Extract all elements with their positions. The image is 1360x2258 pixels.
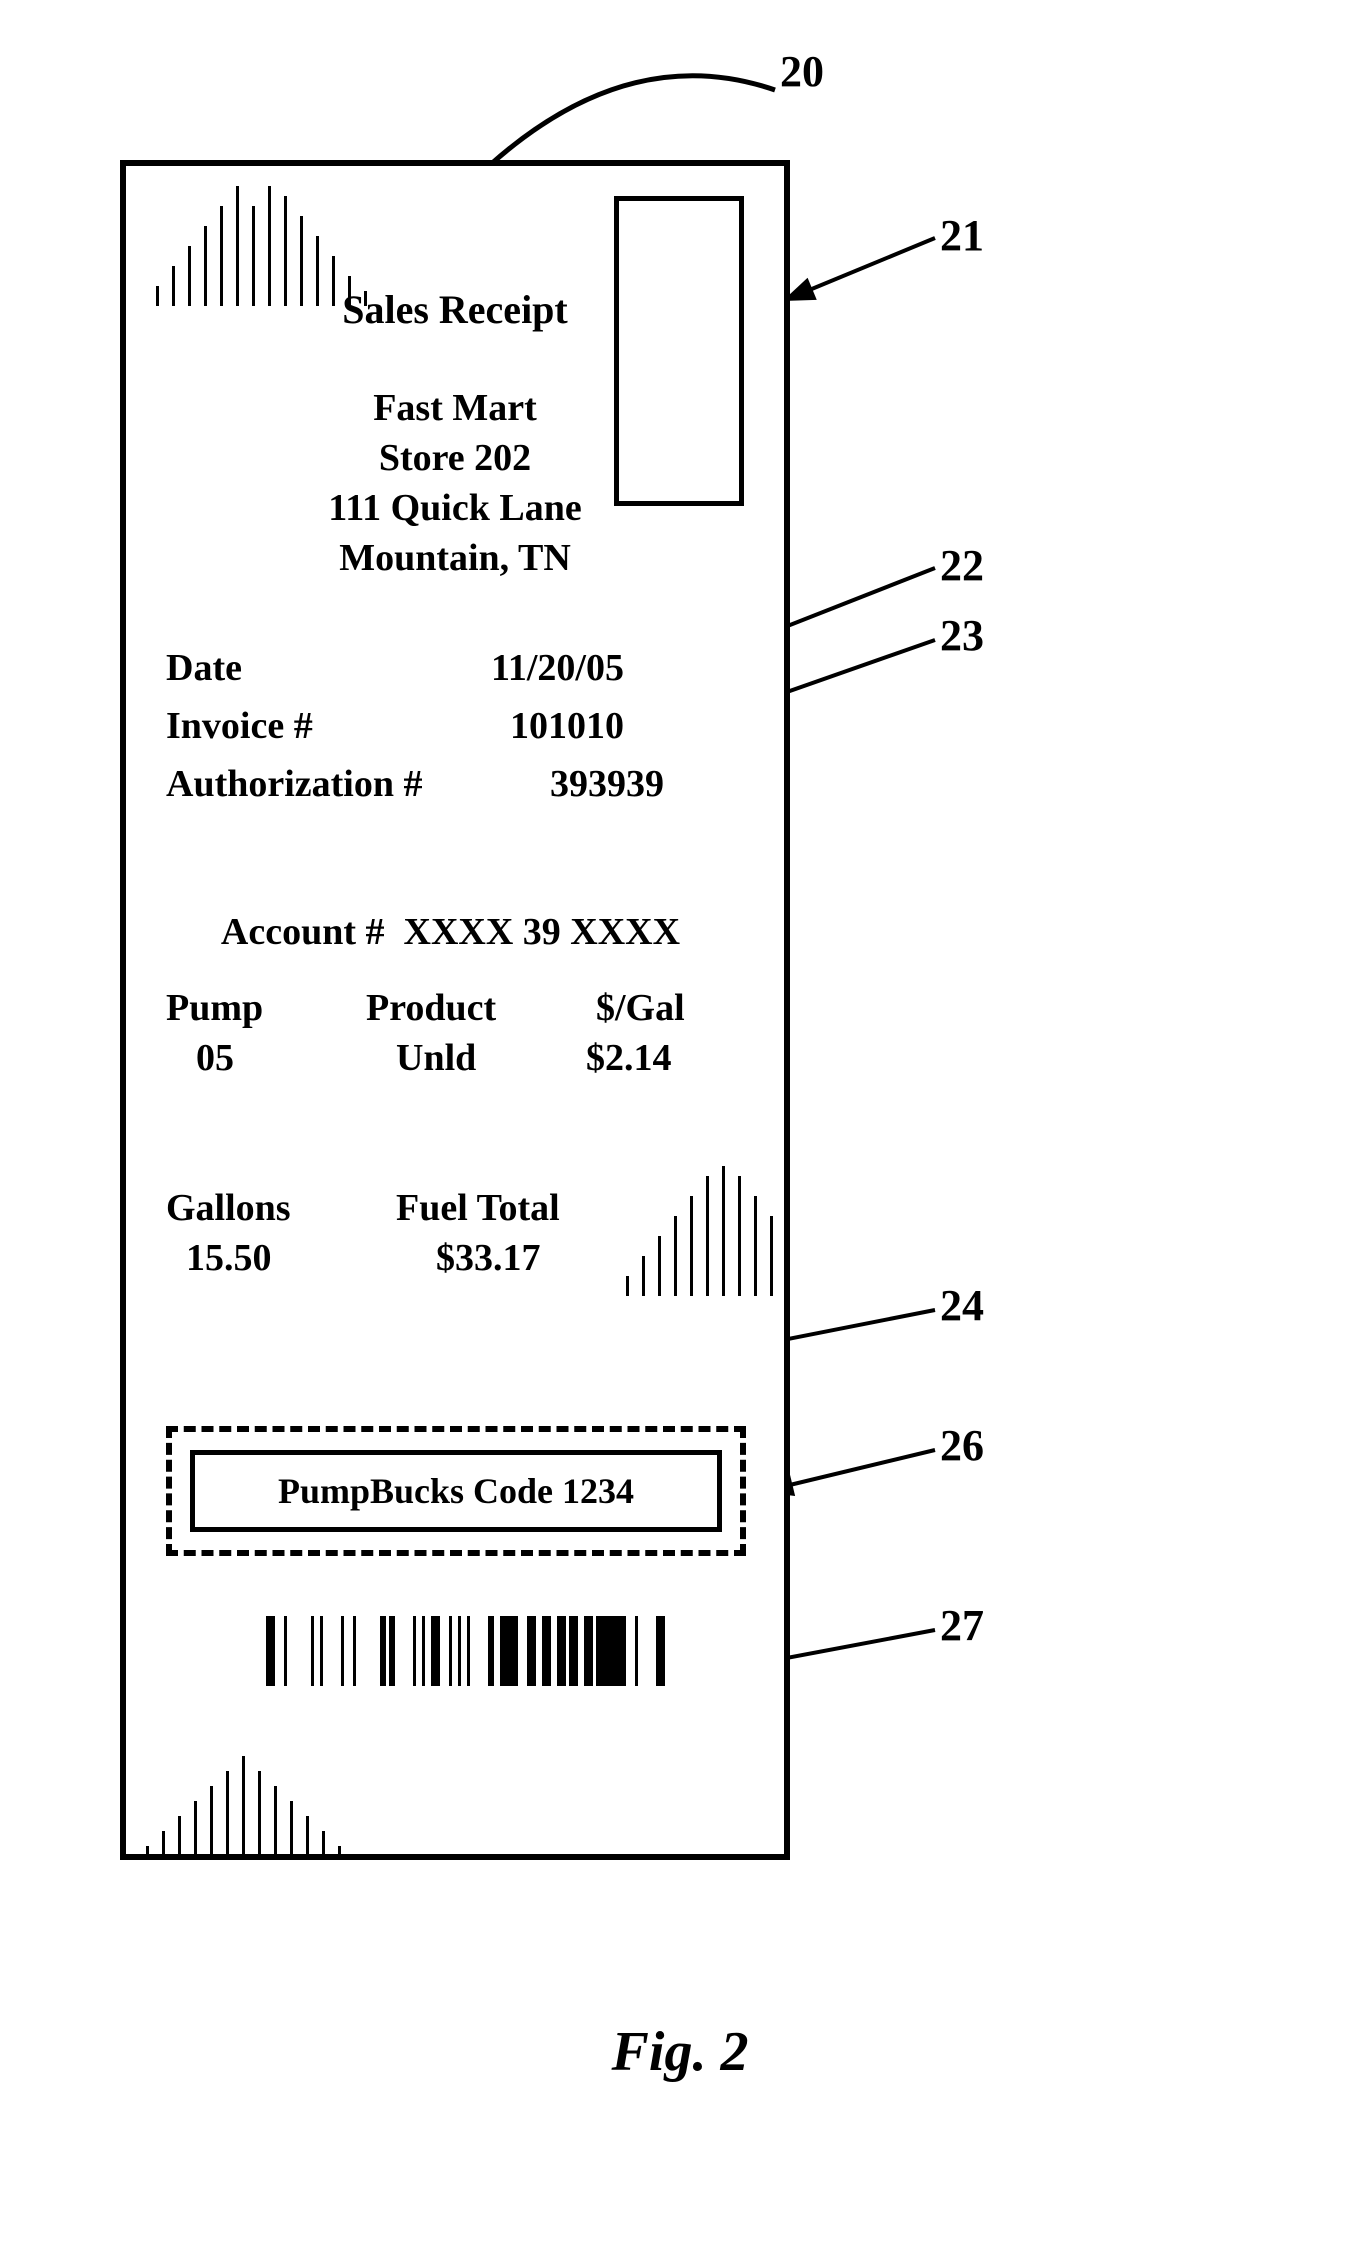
price-label: $/Gal [596, 986, 685, 1030]
date-label: Date [166, 646, 242, 690]
coupon-inner: PumpBucks Code 1234 [190, 1450, 722, 1532]
auth-value: 393939 [550, 762, 664, 806]
store-name: Fast Mart [126, 386, 784, 430]
product-value: Unld [396, 1036, 476, 1080]
callout-21: 21 [940, 210, 984, 261]
decorative-hatch-bl [146, 1756, 350, 1856]
product-label: Product [366, 986, 496, 1030]
pump-value: 05 [196, 1036, 234, 1080]
invoice-label: Invoice # [166, 704, 313, 748]
receipt-title: Sales Receipt [126, 286, 784, 333]
figure-stage: 20 21 22 23 24 26 27 Sales Receipt Fast … [40, 40, 1320, 2140]
store-number: Store 202 [126, 436, 784, 480]
account-row: Account # XXXX 39 XXXX [166, 866, 680, 998]
barcode [266, 1616, 665, 1686]
address-line: 111 Quick Lane [126, 486, 784, 530]
callout-26: 26 [940, 1420, 984, 1471]
pump-label: Pump [166, 986, 263, 1030]
callout-22: 22 [940, 540, 984, 591]
callout-20: 20 [780, 46, 824, 97]
city-state: Mountain, TN [126, 536, 784, 580]
date-value: 11/20/05 [491, 646, 624, 690]
coupon-text: PumpBucks Code 1234 [278, 1470, 634, 1512]
receipt: Sales Receipt Fast Mart Store 202 111 Qu… [120, 160, 790, 1860]
gallons-label: Gallons [166, 1186, 291, 1230]
figure-caption: Fig. 2 [40, 2020, 1320, 2084]
price-value: $2.14 [586, 1036, 672, 1080]
invoice-value: 101010 [510, 704, 624, 748]
callout-27: 27 [940, 1600, 984, 1651]
total-label: Fuel Total [396, 1186, 560, 1230]
account-value: XXXX 39 XXXX [404, 911, 681, 953]
gallons-value: 15.50 [186, 1236, 272, 1280]
auth-label: Authorization # [166, 762, 423, 806]
total-value: $33.17 [436, 1236, 541, 1280]
callout-24: 24 [940, 1280, 984, 1331]
coupon-box: PumpBucks Code 1234 [166, 1426, 746, 1556]
decorative-hatch-right [626, 1166, 790, 1296]
account-label: Account # [221, 911, 385, 953]
callout-23: 23 [940, 610, 984, 661]
